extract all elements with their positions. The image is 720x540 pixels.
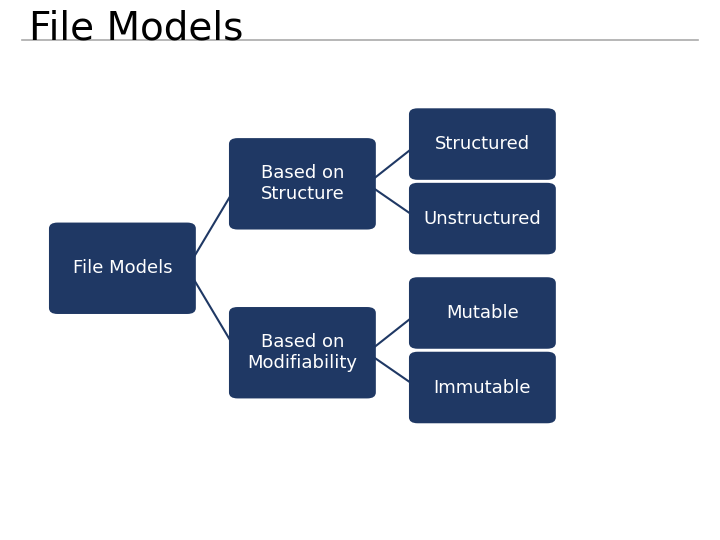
- FancyBboxPatch shape: [409, 277, 556, 349]
- Text: File Models: File Models: [73, 259, 172, 277]
- FancyBboxPatch shape: [409, 109, 556, 180]
- Text: Mutable: Mutable: [446, 304, 519, 322]
- Text: File Models: File Models: [29, 10, 243, 48]
- FancyBboxPatch shape: [49, 222, 196, 314]
- Text: Unit 5: Distributed File System: Unit 5: Distributed File System: [22, 512, 212, 525]
- Text: Based on
Structure: Based on Structure: [261, 164, 344, 203]
- FancyBboxPatch shape: [229, 138, 376, 230]
- FancyBboxPatch shape: [409, 183, 556, 254]
- Text: Darshan Institute of Engineering & Technology: Darshan Institute of Engineering & Techn…: [407, 512, 698, 525]
- Text: Based on
Modifiability: Based on Modifiability: [248, 333, 357, 372]
- Text: 15: 15: [352, 512, 368, 525]
- Text: Structured: Structured: [435, 135, 530, 153]
- Text: Immutable: Immutable: [433, 379, 531, 396]
- FancyBboxPatch shape: [229, 307, 376, 399]
- Text: Unstructured: Unstructured: [423, 210, 541, 227]
- FancyBboxPatch shape: [409, 352, 556, 423]
